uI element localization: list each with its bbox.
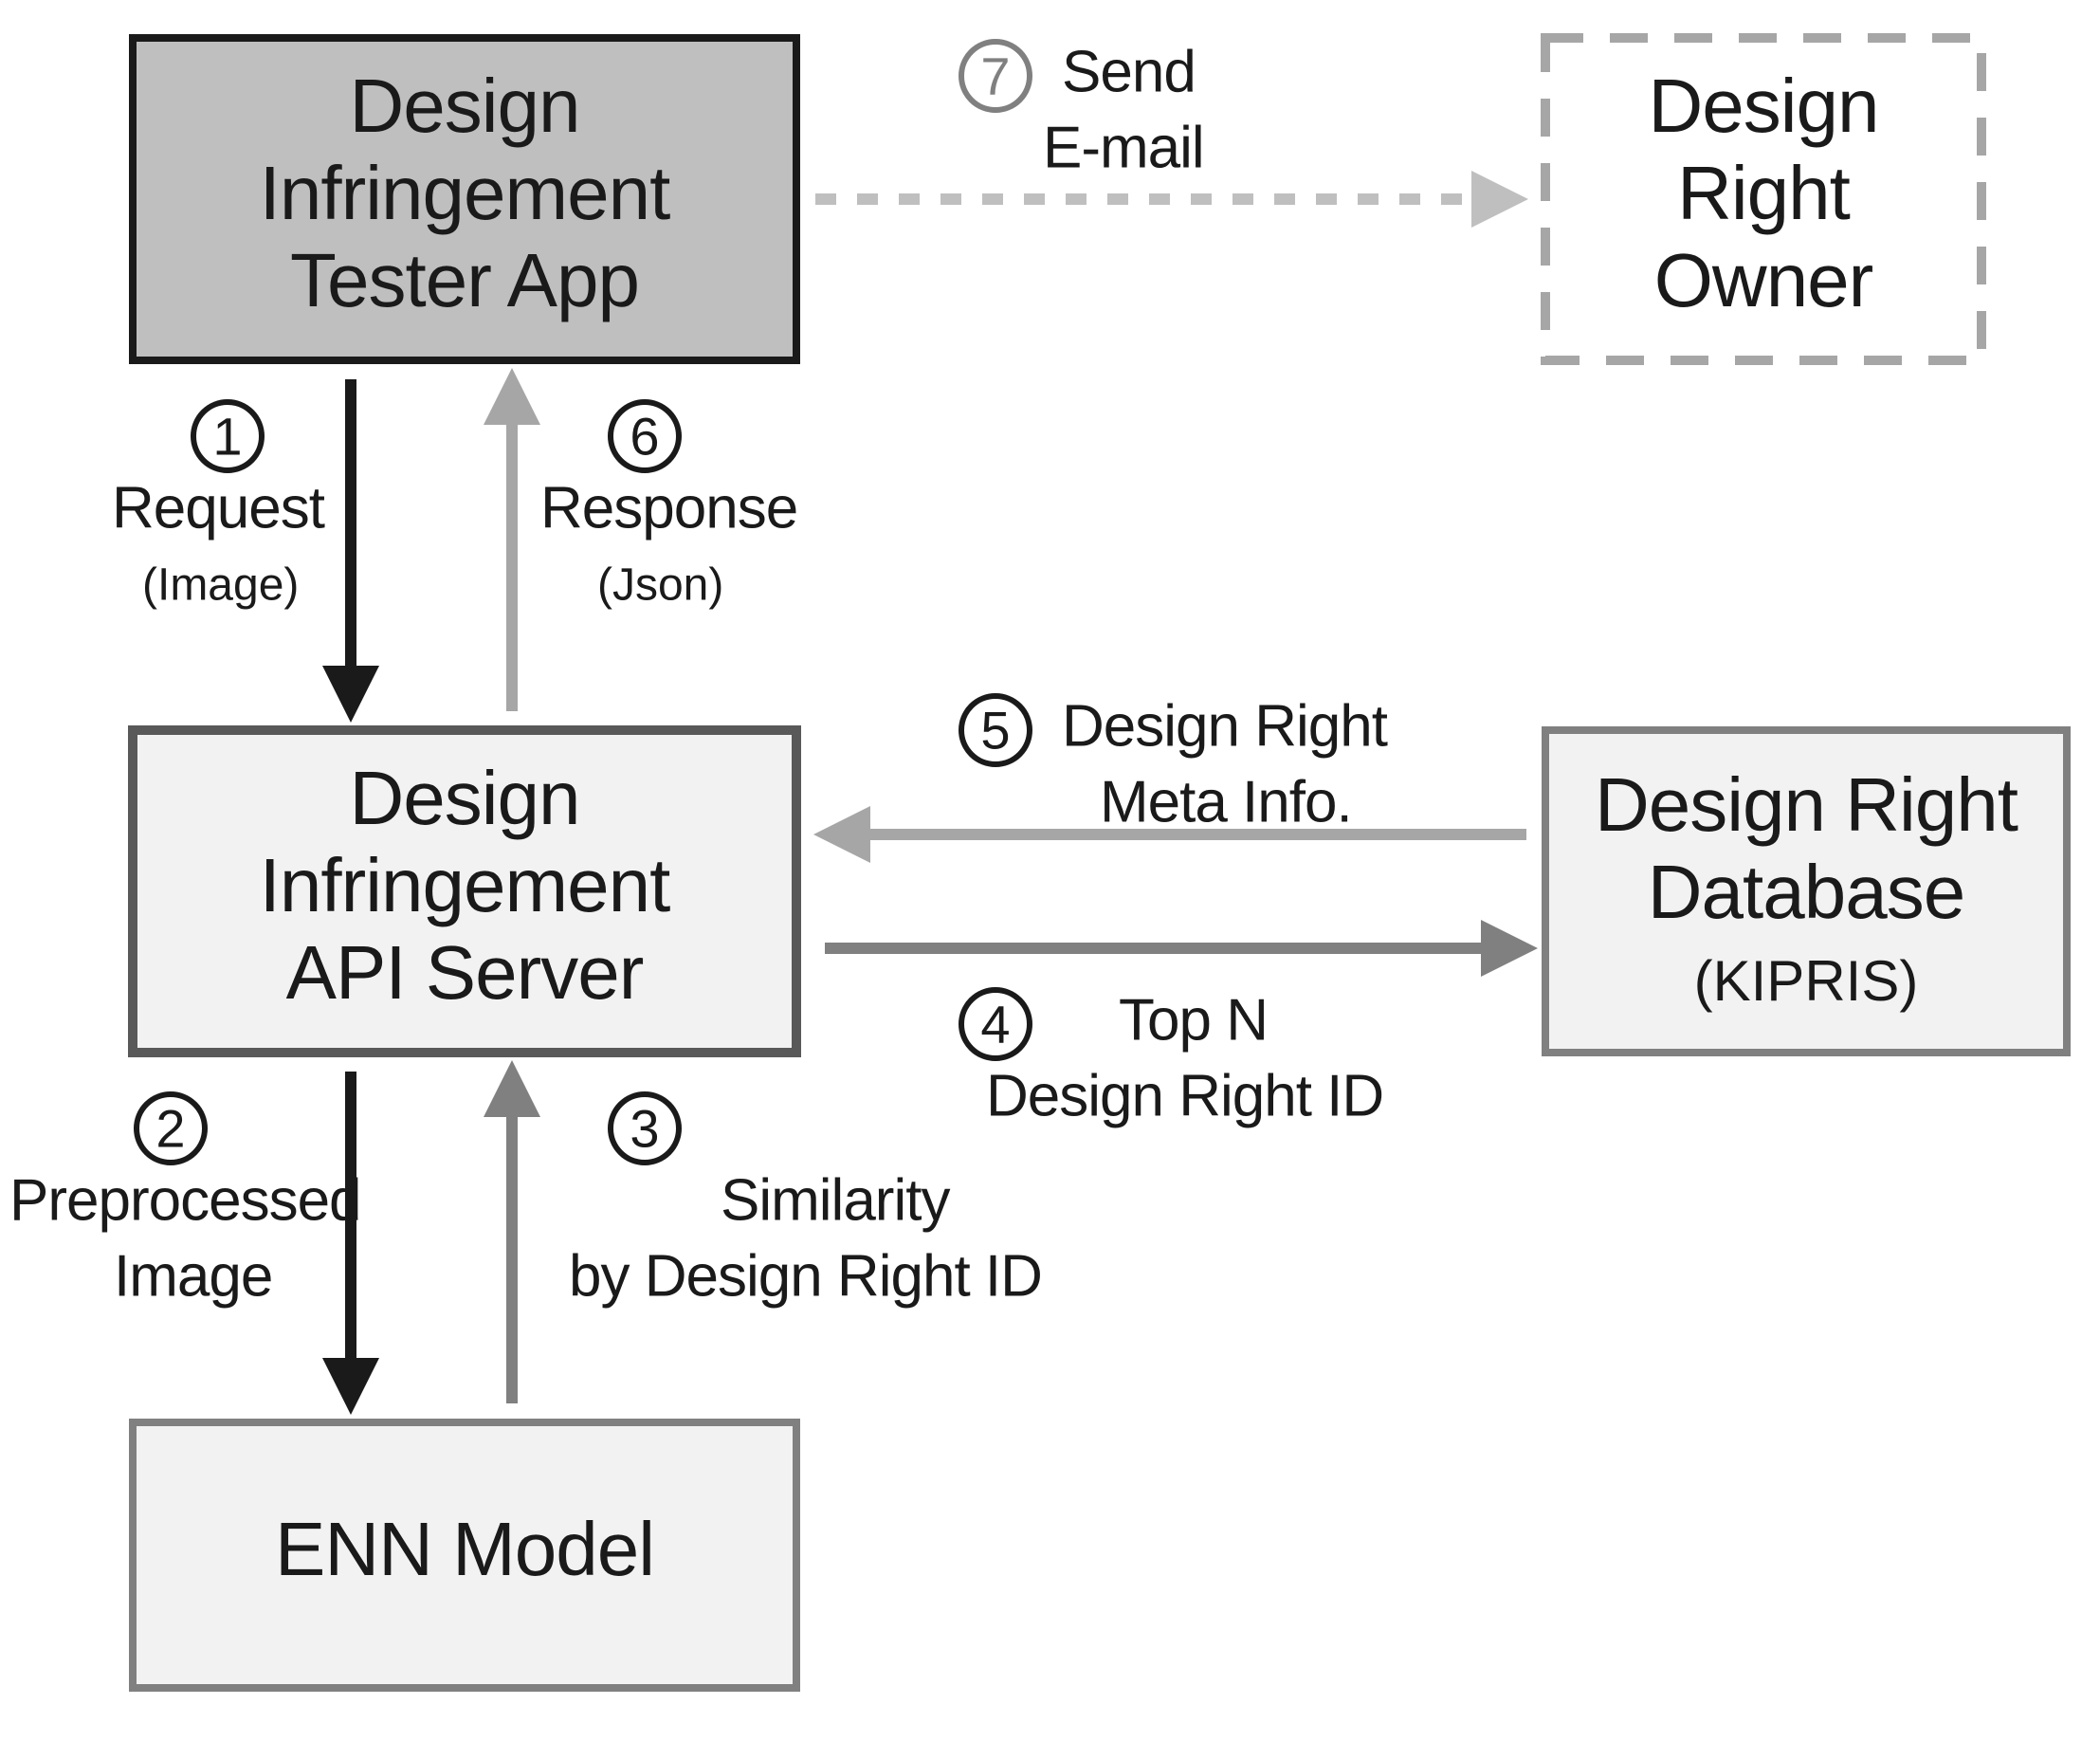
node-enn-line0: ENN Model [275, 1507, 654, 1591]
edge-e4-label2: Design Right ID [986, 1063, 1383, 1128]
node-api_server-line2: API Server [286, 930, 644, 1015]
edge-e5-label: Design Right [1062, 693, 1388, 759]
node-owner-line0: Design [1648, 64, 1878, 148]
edge-e4-label: Top N [1119, 987, 1268, 1053]
node-owner-line2: Owner [1654, 238, 1873, 322]
edge-e6-sub: (Json) [597, 560, 723, 611]
edge-e7-label2: E-mail [1043, 115, 1204, 180]
node-database: Design RightDatabase (KIPRIS) [1545, 730, 2067, 1053]
edge-e3-label: Similarity [721, 1167, 950, 1233]
step-number-4: 4 [980, 995, 1010, 1054]
node-database-line0: Design Right [1595, 762, 2018, 847]
node-tester_app: DesignInfringementTester App [133, 38, 796, 360]
node-tester_app-line1: Infringement [260, 151, 670, 235]
edge-e1-label: Request [112, 475, 325, 541]
node-api_server-line0: Design [349, 756, 579, 840]
step-number-2: 2 [155, 1099, 185, 1159]
step-number-6: 6 [630, 407, 659, 467]
step-number-5: 5 [980, 701, 1010, 761]
edge-e1-sub: (Image) [142, 560, 299, 611]
node-tester_app-line0: Design [349, 64, 579, 148]
edge-e2-label2: Image [114, 1243, 272, 1309]
node-api_server-line1: Infringement [260, 843, 670, 927]
node-tester_app-line2: Tester App [290, 238, 639, 322]
diagram-canvas: DesignInfringementTester AppDesignRightO… [0, 0, 2100, 1741]
edge-e7-label: Send [1062, 39, 1196, 104]
nodes: DesignInfringementTester AppDesignRightO… [133, 38, 2067, 1688]
node-database-sub: (KIPRIS) [1694, 949, 1919, 1013]
edge-e2-label: Preprocessed [9, 1167, 361, 1233]
edge-e3-label2: by Design Right ID [569, 1243, 1042, 1309]
node-api_server: DesignInfringementAPI Server [133, 730, 796, 1053]
step-number-7: 7 [980, 46, 1010, 106]
node-owner-line1: Right [1677, 151, 1851, 235]
node-database-line1: Database [1648, 850, 1964, 934]
node-owner: DesignRightOwner [1545, 38, 1981, 360]
node-enn: ENN Model [133, 1422, 796, 1688]
step-number-3: 3 [630, 1099, 659, 1159]
step-number-1: 1 [212, 407, 242, 467]
edge-e6-label: Response [540, 475, 797, 541]
edge-e5-label2: Meta Info. [1100, 769, 1352, 834]
